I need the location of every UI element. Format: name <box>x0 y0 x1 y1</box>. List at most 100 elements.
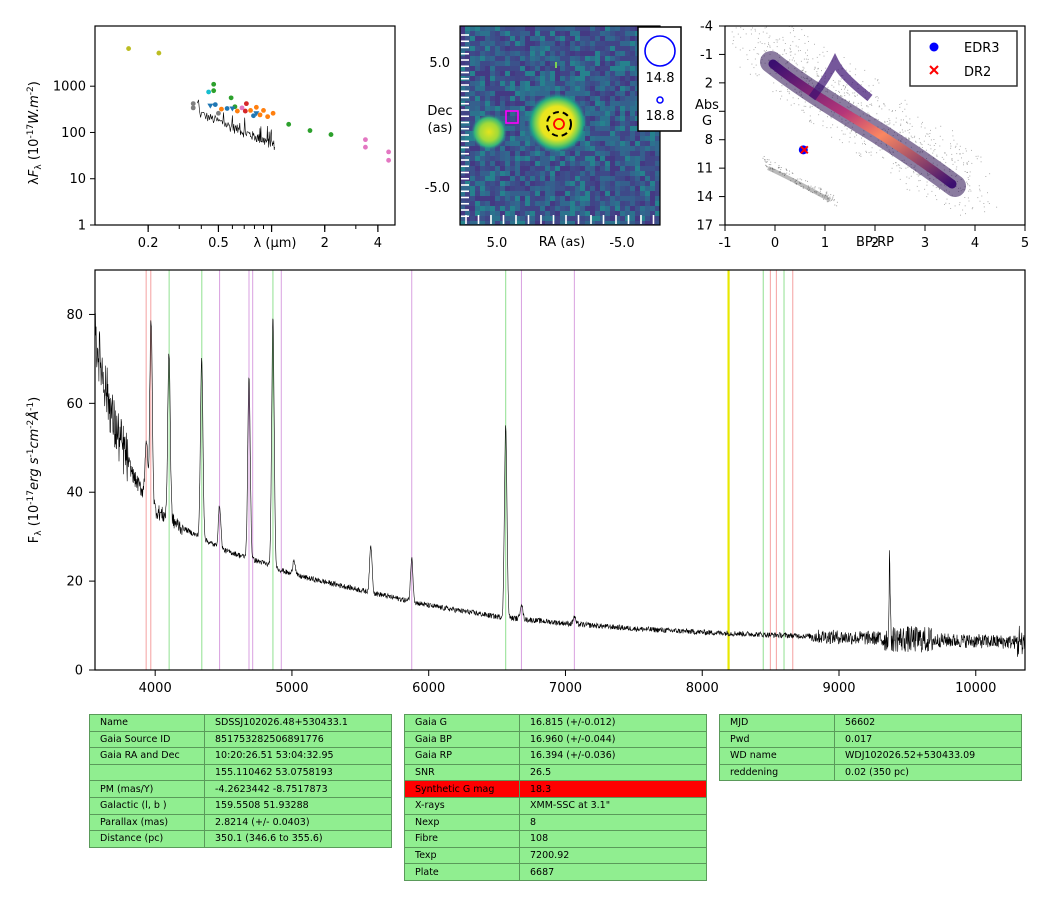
cutout-pixel <box>620 81 625 86</box>
field-star <box>818 75 820 77</box>
field-star <box>864 69 866 71</box>
cutout-pixel <box>585 71 590 76</box>
cutout-pixel <box>590 171 595 176</box>
cutout-pixel <box>550 201 555 206</box>
field-star <box>832 124 834 126</box>
field-star <box>833 200 835 202</box>
cutout-pixel <box>480 111 485 116</box>
cutout-pixel <box>470 91 475 96</box>
cutout-pixel <box>530 221 535 225</box>
cutout-pixel <box>465 121 470 126</box>
cutout-pixel <box>620 96 625 101</box>
cutout-pixel <box>555 61 560 66</box>
cutout-pixel <box>635 131 640 136</box>
field-star <box>859 155 861 156</box>
field-star <box>775 90 777 92</box>
field-star <box>801 29 803 31</box>
cutout-pixel <box>570 71 575 76</box>
field-star <box>814 43 815 45</box>
cutout-pixel <box>640 171 645 176</box>
cutout-pixel <box>650 151 655 156</box>
field-star <box>868 85 870 87</box>
cutout-pixel <box>495 151 500 156</box>
cutout-pixel <box>555 56 560 61</box>
cutout-pixel <box>630 66 635 71</box>
sed-point <box>156 50 162 56</box>
field-star <box>792 41 794 43</box>
cutout-pixel <box>475 106 480 111</box>
cutout-pixel <box>625 146 630 151</box>
cutout-pixel <box>585 151 590 156</box>
field-star <box>790 54 792 56</box>
cutout-pixel <box>605 161 610 166</box>
cutout-pixel <box>625 86 630 91</box>
cutout-pixel <box>525 101 530 106</box>
cutout-pixel <box>510 101 515 106</box>
cutout-pixel <box>480 31 485 36</box>
cutout-pixel <box>615 96 620 101</box>
field-star <box>968 200 970 202</box>
cutout-pixel <box>600 151 605 156</box>
cutout-pixel <box>525 146 530 151</box>
field-star <box>956 143 958 145</box>
field-star <box>768 37 770 39</box>
cutout-pixel <box>640 191 645 196</box>
dr2-point <box>800 145 809 155</box>
field-star <box>976 158 978 160</box>
cutout-pixel <box>545 36 550 41</box>
field-star <box>796 179 797 181</box>
cutout-pixel <box>465 141 470 146</box>
field-star <box>922 121 923 123</box>
cutout-pixel <box>620 116 625 121</box>
cutout-pixel <box>625 166 630 171</box>
cutout-pixel <box>545 161 550 166</box>
sed-point <box>265 114 271 120</box>
cutout-pixel <box>635 161 640 166</box>
cutout-pixel <box>550 156 555 161</box>
cutout-pixel <box>625 96 630 101</box>
cutout-pixel <box>485 76 490 81</box>
field-star <box>807 180 808 182</box>
field-star <box>804 42 806 44</box>
field-star <box>966 181 968 183</box>
table-key: Name <box>89 714 205 732</box>
cutout-pixel <box>485 106 490 111</box>
hr-ytick-label: 17 <box>696 219 713 234</box>
cutout-pixel <box>460 66 465 71</box>
cutout-pixel <box>570 61 575 66</box>
cutout-pixel <box>600 36 605 41</box>
cutout-pixel <box>590 96 595 101</box>
cutout-pixel <box>530 201 535 206</box>
table-value: 7200.92 <box>519 846 707 865</box>
field-star <box>925 135 926 137</box>
field-star <box>842 85 844 87</box>
field-star <box>789 47 791 49</box>
cutout-pixel <box>490 66 495 71</box>
cutout-pixel <box>515 66 520 71</box>
cutout-pixel <box>560 76 565 81</box>
cutout-pixel <box>655 151 660 156</box>
cutout-pixel <box>555 211 560 216</box>
cutout-pixel <box>540 61 545 66</box>
cutout-pixel <box>465 71 470 76</box>
field-star <box>939 188 940 190</box>
field-star <box>786 170 788 171</box>
field-star <box>756 75 758 77</box>
mag-legend-small-circle <box>656 96 664 104</box>
field-star <box>966 163 968 165</box>
cutout-pixel <box>595 31 600 36</box>
cutout-pixel <box>540 56 545 61</box>
cutout-pixel <box>480 216 485 221</box>
cutout-pixel <box>555 181 560 186</box>
cutout-pixel <box>545 56 550 61</box>
cutout-pixel <box>620 161 625 166</box>
cutout-pixel <box>630 161 635 166</box>
cutout-pixel <box>575 66 580 71</box>
cutout-pixel <box>645 156 650 161</box>
field-star <box>849 70 851 72</box>
field-star <box>769 167 771 169</box>
cutout-pixel <box>460 61 465 66</box>
field-star <box>772 49 774 51</box>
field-star <box>941 156 943 158</box>
cutout-pixel <box>585 41 590 46</box>
